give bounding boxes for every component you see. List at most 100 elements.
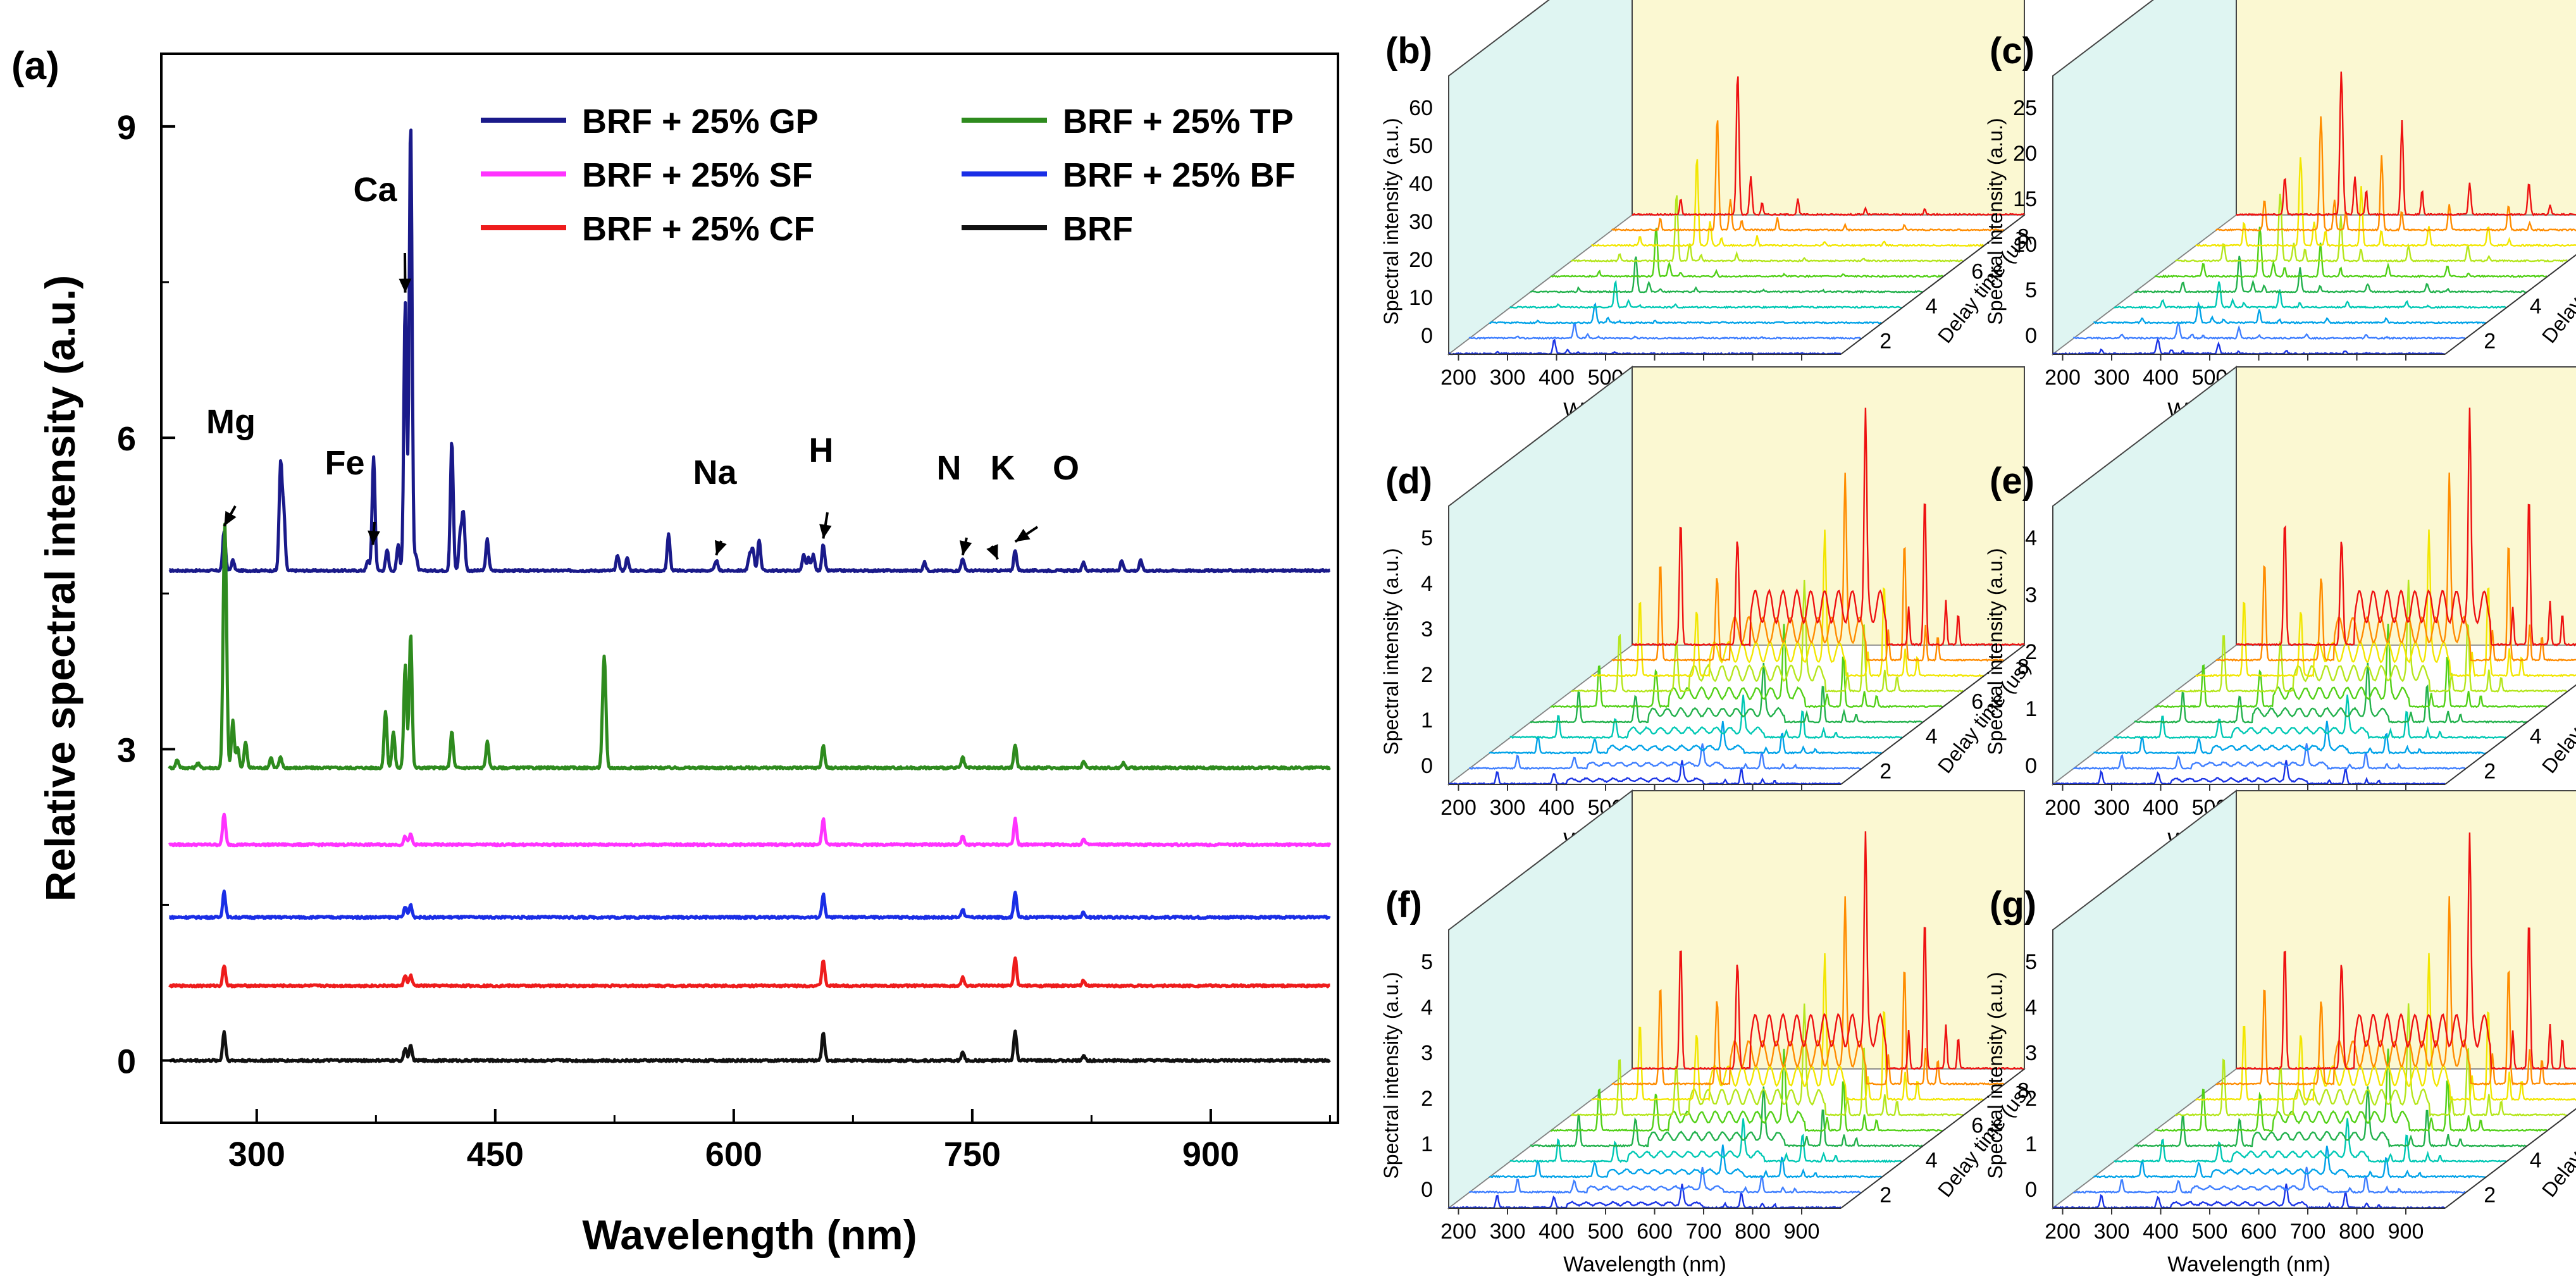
annotation-arrowhead (959, 540, 972, 555)
y-tick-label: 2 (1421, 1087, 1433, 1111)
x-tick-label: 300 (1490, 796, 1526, 820)
annotation-arrowhead (368, 530, 380, 545)
element-annotation: Ca (353, 171, 397, 209)
delay-trace-5 (2134, 662, 2527, 724)
delay-trace-0 (2236, 832, 2576, 1070)
series-line-1 (168, 522, 1331, 770)
x-tick-label: 600 (1637, 1220, 1673, 1244)
z-tick-label: 4 (2530, 1149, 2542, 1173)
z-tick-label: 8 (2017, 655, 2029, 679)
x-tick-label: 600 (2241, 1220, 2277, 1244)
delay-trace-6 (1509, 1118, 1903, 1163)
z-tick-label: 4 (1926, 295, 1938, 319)
z-axis-line (1840, 1068, 2025, 1209)
z-axis-line (1840, 214, 2025, 355)
z-tick-label: 4 (2530, 725, 2542, 749)
x-tick-label: 900 (1182, 1135, 1239, 1173)
x-tick-label: 400 (1539, 366, 1575, 390)
annotation-arrowhead (715, 540, 727, 555)
y-axis-label: Spectral intensity (a.u.) (1380, 118, 1403, 325)
delay-trace-7 (1489, 720, 1882, 755)
delay-trace-7 (2093, 1146, 2486, 1178)
x-tick-label: 200 (1440, 366, 1477, 390)
delay-trace-1 (2215, 896, 2576, 1086)
series-line-5 (168, 1029, 1331, 1063)
x-tick-label: 200 (1440, 1220, 1477, 1244)
panel-label: (b) (1385, 30, 1432, 71)
back-wall (1632, 790, 2025, 1070)
delay-trace-1 (1611, 473, 2005, 662)
y-tick-label: 3 (2025, 1041, 2037, 1065)
delay-trace-2 (1590, 953, 1985, 1101)
x-tick-label: 500 (1588, 1220, 1624, 1244)
delay-trace-3 (2174, 1003, 2568, 1117)
annotation-arrowhead (1015, 529, 1031, 542)
back-wall (2236, 790, 2576, 1070)
x-axis-label: Wavelength (nm) (1563, 1252, 1726, 1277)
element-annotation: Na (693, 454, 737, 492)
z-tick-label: 4 (1926, 725, 1938, 749)
delay-trace-5 (2134, 256, 2527, 294)
legend-entry: BRF + 25% CF (582, 210, 815, 248)
delay-trace-0 (1632, 407, 2025, 647)
y-tick-label: 4 (1421, 996, 1433, 1020)
y-tick-label: 0 (1421, 324, 1433, 348)
delay-trace-6 (1509, 280, 1903, 309)
delay-trace-5 (1530, 256, 1923, 294)
y-tick-label: 5 (1421, 526, 1433, 550)
x-tick-label: 400 (2143, 1220, 2179, 1244)
z-tick-label: 2 (2484, 760, 2496, 784)
delay-trace-2 (1591, 529, 1985, 677)
z-tick-label: 6 (1971, 260, 1983, 284)
annotation-arrowhead (224, 510, 237, 526)
delay-trace-7 (1489, 1144, 1882, 1178)
element-annotation: Mg (206, 403, 256, 441)
y-tick-label: 4 (2025, 996, 2037, 1020)
y-tick-label: 5 (2025, 950, 2037, 974)
z-tick-label: 2 (1879, 330, 1892, 354)
y-axis-label: Spectral intensity (a.u.) (1984, 118, 2007, 325)
panel-label: (d) (1385, 461, 1432, 502)
x-tick-label: 300 (228, 1135, 285, 1173)
y-tick-label: 40 (1409, 172, 1433, 196)
back-wall (2236, 366, 2576, 646)
legend-entry: BRF + 25% GP (582, 102, 819, 140)
delay-trace-8 (1469, 1166, 1862, 1194)
z-axis-line (2444, 1108, 2576, 1209)
y-tick-label: 3 (1421, 1041, 1433, 1065)
y-tick-label: 1 (2025, 1132, 2037, 1156)
y-tick-label: 6 (117, 420, 136, 458)
delay-trace-3 (2174, 579, 2568, 693)
delay-trace-6 (1509, 695, 1903, 739)
x-tick-label: 900 (1784, 1220, 1820, 1244)
x-tick-label: 300 (2094, 366, 2130, 390)
y-tick-label: 0 (1421, 754, 1433, 778)
y-tick-label: 3 (1421, 617, 1433, 641)
delay-trace-6 (2114, 1118, 2507, 1163)
delay-trace-9 (1448, 760, 1842, 786)
y-tick-label: 0 (2025, 1178, 2037, 1202)
y-tick-label: 5 (1421, 950, 1433, 974)
x-tick-label: 400 (1539, 796, 1575, 820)
delay-trace-3 (1570, 195, 1964, 263)
y-axis-label: Spectral intensity (a.u.) (1984, 972, 2007, 1178)
z-tick-label: 6 (1971, 690, 1983, 714)
x-tick-label: 400 (2143, 796, 2179, 820)
y-tick-label: 20 (2013, 142, 2037, 166)
delay-trace-5 (1530, 662, 1923, 724)
delay-trace-8 (2072, 321, 2466, 340)
z-axis-line (2444, 254, 2576, 355)
series-line-4 (168, 956, 1331, 989)
delay-trace-1 (2215, 473, 2576, 662)
y-tick-label: 2 (2025, 1087, 2037, 1111)
annotation-arrowhead (986, 544, 998, 560)
y-tick-label: 4 (2025, 526, 2037, 550)
delay-trace-4 (2155, 1048, 2548, 1132)
delay-trace-3 (2175, 194, 2568, 263)
x-tick-label: 800 (2339, 1220, 2375, 1244)
panel-a: (a) 300 450 600 750 900 0 3 6 9 Wavelength (nm) Rel… (11, 44, 1339, 1258)
y-tick-label: 3 (2025, 583, 2037, 607)
y-tick-label: 20 (1409, 248, 1433, 272)
